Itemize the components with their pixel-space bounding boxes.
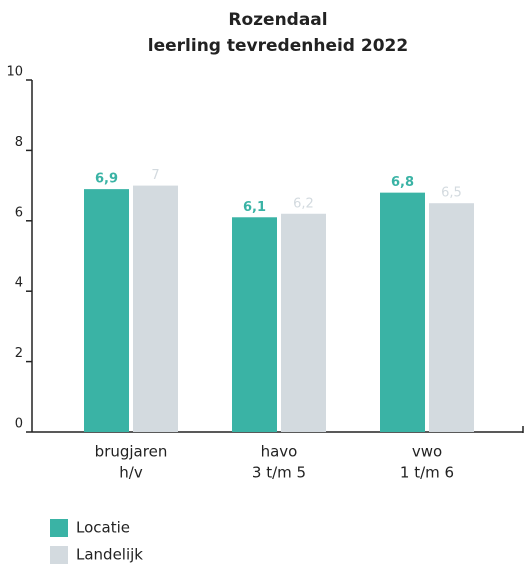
chart-title: leerling tevredenheid 2022	[148, 36, 408, 56]
legend-label: Landelijk	[76, 546, 143, 564]
x-tick-label: h/v	[119, 464, 143, 482]
y-tick-label: 10	[6, 65, 23, 80]
bar	[281, 213, 326, 432]
value-label: 6,1	[243, 200, 266, 215]
bar	[380, 192, 425, 432]
value-label: 6,8	[391, 175, 414, 190]
x-tick-label: vwo	[412, 443, 442, 461]
x-tick-label: brugjaren	[95, 443, 168, 461]
y-tick-label: 8	[15, 135, 23, 150]
x-tick-label: 1 t/m 6	[400, 464, 454, 482]
x-tick-label: havo	[261, 443, 298, 461]
bar	[232, 217, 277, 432]
y-tick-label: 0	[15, 417, 23, 432]
legend-label: Locatie	[76, 519, 130, 537]
y-tick-label: 4	[15, 276, 23, 291]
bar	[429, 203, 474, 432]
value-label: 7	[151, 168, 159, 183]
chart-title: Rozendaal	[228, 10, 327, 30]
value-label: 6,9	[95, 172, 118, 187]
bar	[133, 185, 178, 432]
legend-swatch	[50, 519, 68, 537]
value-label: 6,5	[441, 186, 462, 201]
x-tick-label: 3 t/m 5	[252, 464, 306, 482]
y-tick-label: 2	[15, 346, 23, 361]
bar	[84, 189, 129, 432]
legend-swatch	[50, 546, 68, 564]
y-tick-label: 6	[15, 205, 23, 220]
value-label: 6,2	[293, 196, 314, 211]
